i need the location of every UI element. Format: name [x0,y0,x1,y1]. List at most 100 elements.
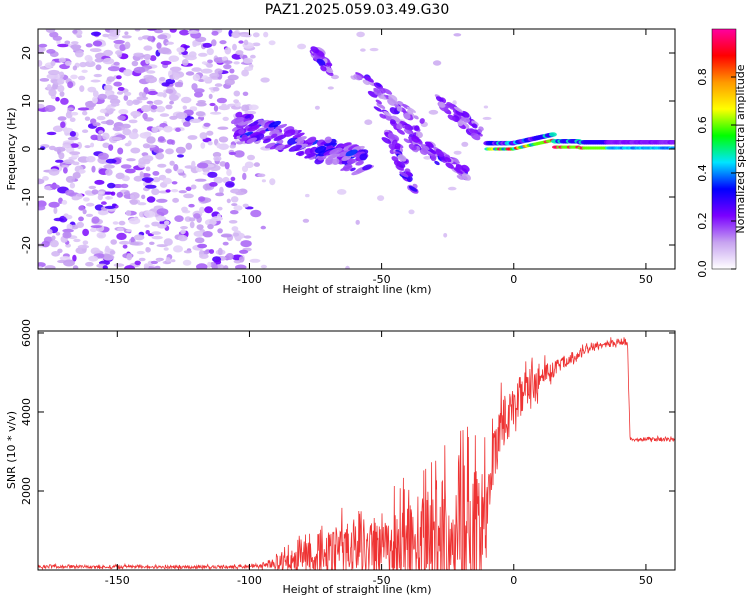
heatmap-cell [144,178,152,183]
heatmap-cell [145,247,151,253]
heatmap-cell [162,177,172,185]
heatmap-cell [112,221,119,225]
heatmap-cell [253,162,260,167]
heatmap-cell [238,40,244,44]
heatmap-cell [181,96,192,104]
heatmap-cell [116,232,127,240]
heatmap-cell [389,107,399,115]
heatmap-cell [434,160,440,166]
heatmap-cell [273,134,287,141]
heatmap-cell [117,115,126,121]
heatmap-cell [469,128,478,135]
heatmap-cell [471,123,478,129]
heatmap-cell [146,136,156,144]
heatmap-cell [58,57,66,63]
heatmap-cell [67,81,74,89]
heatmap-cell [65,214,73,220]
heatmap-cell [325,158,334,166]
heatmap-cell [373,106,383,112]
heatmap-cell [236,141,243,145]
heatmap-cell [155,105,166,113]
heatmap-cell [203,77,211,83]
heatmap-cell [453,167,463,174]
heatmap-cell [302,218,310,223]
heatmap-cell [126,158,136,162]
heatmap-cell [73,238,81,243]
heatmap-cell [62,231,72,239]
heatmap-cell [379,113,387,119]
heatmap-cell [304,153,316,159]
heatmap-cell [130,194,135,200]
heatmap-cell [59,91,65,97]
heatmap-cell [399,171,409,178]
spectrogram-heatmap [38,29,675,269]
heatmap-cell [77,75,86,81]
heatmap-cell [182,121,191,127]
heatmap-cell [202,231,213,238]
heatmap-cell [195,102,207,107]
heatmap-cell [90,134,99,141]
colorbar-tick-label: 0.8 [696,68,709,86]
heatmap-cell [121,35,132,39]
heatmap-cell [143,45,153,51]
heatmap-cell [71,41,79,45]
heatmap-cell [239,33,251,38]
heatmap-cell [84,190,93,195]
heatmap-cell [219,40,227,45]
heatmap-cell [57,43,69,48]
heatmap-cell [246,137,258,144]
heatmap-cell [38,60,43,67]
heatmap-cell [189,118,202,124]
heatmap-cell [171,181,178,185]
heatmap-cell [230,176,236,182]
heatmap-cell [118,240,131,245]
heatmap-cell [194,237,205,244]
heatmap-cell [150,105,158,110]
heatmap-cell [244,110,257,115]
heatmap-cell [225,253,234,260]
heatmap-cell [87,86,97,93]
heatmap-cell [117,86,125,91]
heatmap-cell [88,185,97,190]
heatmap-cell [326,153,340,160]
heatmap-cell [356,31,365,38]
heatmap-cell [164,220,170,226]
heatmap-cell [84,54,93,62]
heatmap-cell [115,50,123,56]
heatmap-cell [195,111,206,117]
heatmap-cell [241,134,248,141]
heatmap-cell [151,235,163,240]
x-tick-label: 0 [510,574,517,587]
y-tick-label: 10 [20,94,33,108]
heatmap-cell [142,112,148,120]
heatmap-cell [232,232,240,237]
heatmap-cell [53,146,66,153]
spectrogram-x-label: Height of straight line (km) [282,283,431,296]
heatmap-cell [242,91,249,97]
heatmap-cell [387,132,395,140]
heatmap-cell [140,104,152,113]
heatmap-cell [211,30,219,36]
heatmap-cell [94,179,105,185]
heatmap-cell [206,48,214,56]
heatmap-cell [199,132,208,140]
heatmap-cell [113,39,125,44]
heatmap-cell [156,258,161,263]
heatmap-cell [63,127,74,133]
heatmap-cell [316,58,326,66]
heatmap-cell [193,213,201,219]
heatmap-cell [364,119,373,125]
heatmap-cell [38,46,46,53]
heatmap-cell [137,202,147,206]
heatmap-cell [447,186,457,191]
heatmap-cell [165,168,172,174]
heatmap-cell [122,128,132,136]
heatmap-cell [71,154,79,159]
heatmap-cell [341,155,352,162]
heatmap-cell [127,140,132,146]
heatmap-cell [72,161,80,166]
heatmap-cell [241,104,250,112]
heatmap-cell [413,115,419,120]
heatmap-cell [452,100,457,106]
heatmap-cell [242,172,247,180]
